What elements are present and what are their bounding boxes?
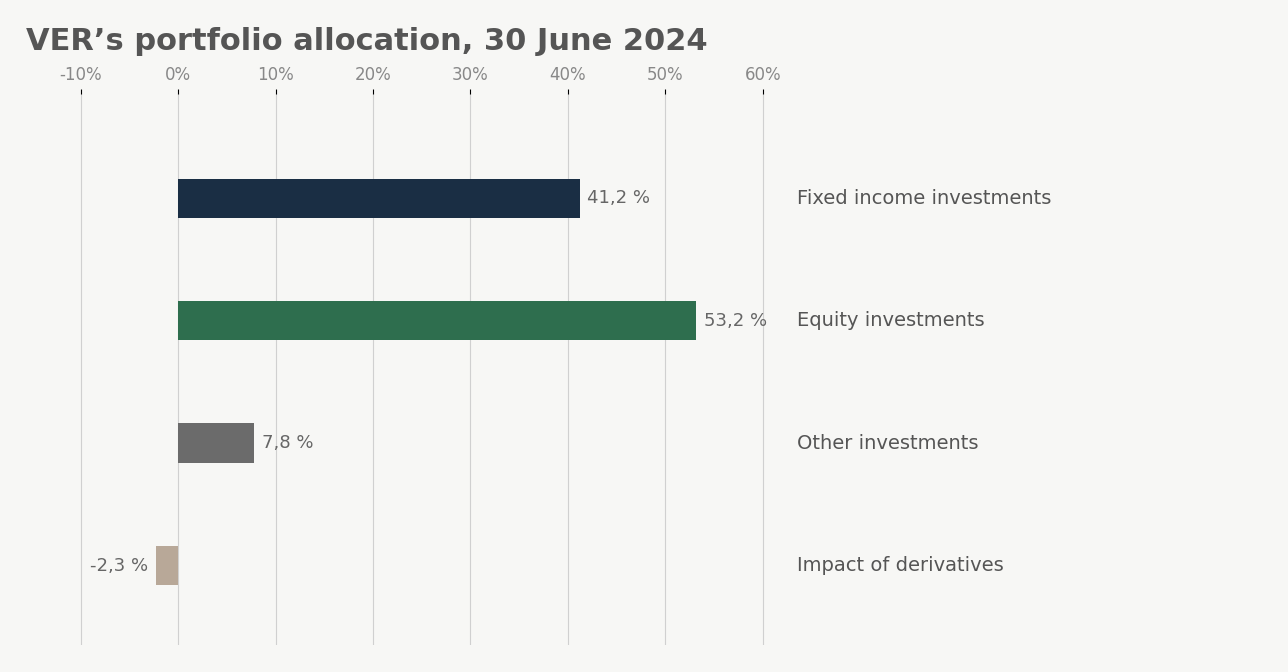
Bar: [178, 179, 580, 218]
Text: Fixed income investments: Fixed income investments: [797, 189, 1051, 208]
Bar: [178, 423, 254, 462]
Text: 53,2 %: 53,2 %: [705, 312, 768, 330]
Text: -2,3 %: -2,3 %: [90, 556, 148, 575]
Text: Impact of derivatives: Impact of derivatives: [797, 556, 1003, 575]
Bar: [156, 546, 178, 585]
Text: Equity investments: Equity investments: [797, 311, 984, 330]
Text: VER’s portfolio allocation, 30 June 2024: VER’s portfolio allocation, 30 June 2024: [26, 27, 707, 56]
Text: 7,8 %: 7,8 %: [261, 434, 313, 452]
Bar: [178, 301, 697, 340]
Text: 41,2 %: 41,2 %: [587, 189, 650, 207]
Text: Other investments: Other investments: [797, 433, 979, 452]
